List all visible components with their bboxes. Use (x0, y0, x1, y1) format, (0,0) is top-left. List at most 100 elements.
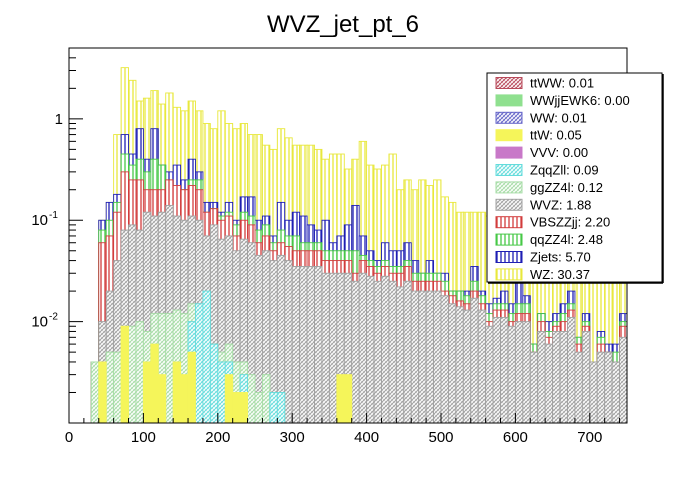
bar-wvz-bin-67 (567, 316, 576, 424)
bar-ttw-bin-23 (239, 392, 249, 424)
legend-swatch-wz (495, 268, 523, 281)
bar-wvz-bin-51 (447, 303, 457, 424)
bar-ggzz4l-bin-6 (113, 351, 122, 424)
bar-ttw-bin-12 (157, 374, 167, 424)
bar-wvz-bin-74 (619, 336, 628, 424)
bar-ggzz4l-bin-3 (90, 361, 100, 424)
bar-wvz-bin-55 (477, 309, 487, 424)
bar-wvz-bin-52 (455, 306, 464, 424)
bar-wvz-bin-72 (604, 351, 613, 424)
bar-ggzz4l-bin-13 (165, 313, 174, 424)
bar-wvz-bin-63 (537, 331, 546, 424)
bar-wvz-bin-70 (589, 361, 598, 424)
bar-wvz-bin-66 (559, 331, 568, 424)
bar-ggzz4l-bin-8 (128, 325, 137, 424)
bar-wvz-bin-53 (462, 309, 472, 424)
bar-wvz-bin-49 (433, 290, 442, 424)
legend-swatch-ggzz4l (495, 181, 523, 194)
bar-wvz-bin-60 (514, 321, 524, 424)
bar-wvz-bin-33 (314, 266, 323, 424)
bar-wvz-bin-46 (410, 290, 420, 424)
y-tick-exponent: -1 (49, 210, 58, 221)
x-tick-label: 200 (205, 429, 230, 446)
bar-wvz-bin-45 (403, 280, 412, 424)
bar-ttw-bin-4 (98, 361, 107, 424)
x-tick-label: 700 (577, 429, 602, 446)
bar-zqqzll-bin-19 (209, 343, 219, 424)
bar-wvz-bin-48 (425, 290, 435, 424)
bar-wvz-bin-59 (507, 325, 516, 424)
bar-wvz-bin-47 (418, 290, 427, 424)
bar-ttw-bin-37 (343, 374, 353, 424)
bar-ggzz4l-bin-5 (105, 351, 115, 424)
bar-wvz-bin-68 (574, 351, 583, 424)
bar-ttw-bin-11 (150, 343, 159, 424)
bar-wvz-bin-69 (581, 331, 591, 424)
bar-wvz-bin-73 (611, 361, 621, 424)
bar-wvz-bin-41 (373, 280, 382, 424)
legend-swatch-ttww (495, 77, 523, 89)
x-tick-label: 300 (280, 429, 305, 446)
bar-wvz-bin-39 (358, 272, 368, 424)
bar-ttw-bin-14 (172, 361, 182, 424)
bar-wvz-bin-32 (306, 266, 315, 424)
y-tick-label: 1 (55, 111, 63, 128)
bar-wvz-bin-38 (351, 280, 360, 424)
bar-wvz-bin-56 (485, 325, 494, 424)
bar-zqqzll-bin-27 (269, 392, 278, 424)
bar-wvz-bin-34 (321, 272, 330, 424)
series-ttw (98, 325, 353, 424)
legend-label-wz: WZ: 30.37 (530, 267, 590, 282)
legend-swatch-zjets (495, 251, 523, 263)
legend-label-ggzz4l: ggZZ4l: 0.12 (530, 180, 603, 195)
bar-wvz-bin-30 (291, 266, 301, 424)
legend-label-ww: WW: 0.01 (530, 110, 587, 125)
bar-wvz-bin-44 (395, 286, 405, 424)
y-tick-label: 10 (31, 212, 48, 229)
bar-wvz-bin-54 (470, 297, 479, 424)
legend-label-ttw: ttW: 0.05 (530, 128, 582, 143)
legend-swatch-vvv (495, 146, 523, 159)
x-tick-label: 0 (65, 429, 73, 446)
y-tick-exponent: -2 (49, 312, 58, 323)
x-tick-label: 400 (354, 429, 379, 446)
legend-swatch-wvz (495, 198, 523, 211)
bar-ggzz4l-bin-9 (135, 321, 144, 424)
bar-wvz-bin-35 (328, 272, 338, 424)
legend-label-wvz: WVZ: 1.88 (530, 197, 591, 212)
legend: ttWW: 0.01 WWjjEWK6: 0.00 WW: 0.01 ttW: 0.0… (486, 72, 664, 284)
bar-wvz-bin-42 (381, 275, 390, 424)
bar-wvz-bin-31 (299, 266, 308, 424)
bar-ttw-bin-10 (142, 361, 152, 424)
legend-swatch-ttw (495, 129, 523, 142)
bar-wvz-bin-50 (440, 295, 449, 424)
legend-box (486, 72, 663, 283)
bar-ttw-bin-15 (180, 374, 189, 424)
legend-label-qqzz4l: qqZZ4l: 2.48 (530, 232, 603, 247)
bar-ttw-bin-22 (232, 392, 241, 424)
bar-wvz-bin-65 (552, 331, 561, 424)
legend-label-vbszzjj: VBSZZjj: 2.20 (530, 215, 610, 230)
chart-title: WVZ_jet_pt_6 (267, 11, 419, 38)
legend-label-ttww: ttWW: 0.01 (530, 76, 594, 91)
legend-label-wwjjewk6: WWjjEWK6: 0.00 (530, 93, 630, 108)
bar-wvz-bin-43 (388, 280, 397, 424)
bar-zqqzll-bin-17 (195, 303, 204, 424)
bar-ggzz4l-bin-24 (247, 374, 256, 424)
bar-ttw-bin-7 (120, 325, 129, 424)
legend-swatch-vbszzjj (495, 216, 523, 229)
legend-swatch-qqzz4l (495, 233, 523, 246)
bar-ttw-bin-36 (336, 374, 345, 424)
bar-wvz-bin-40 (366, 275, 375, 424)
y-tick-label: 10 (31, 314, 48, 331)
bar-ggzz4l-bin-26 (261, 374, 271, 424)
x-tick-label: 100 (131, 429, 156, 446)
legend-label-vvv: VVV: 0.00 (530, 145, 588, 160)
bar-wvz-bin-58 (500, 316, 509, 424)
legend-label-zqqzll: ZqqZll: 0.09 (530, 163, 599, 178)
bar-wvz-bin-71 (596, 351, 606, 424)
bar-ttw-bin-21 (224, 374, 234, 424)
bar-zqqzll-bin-18 (202, 290, 211, 424)
